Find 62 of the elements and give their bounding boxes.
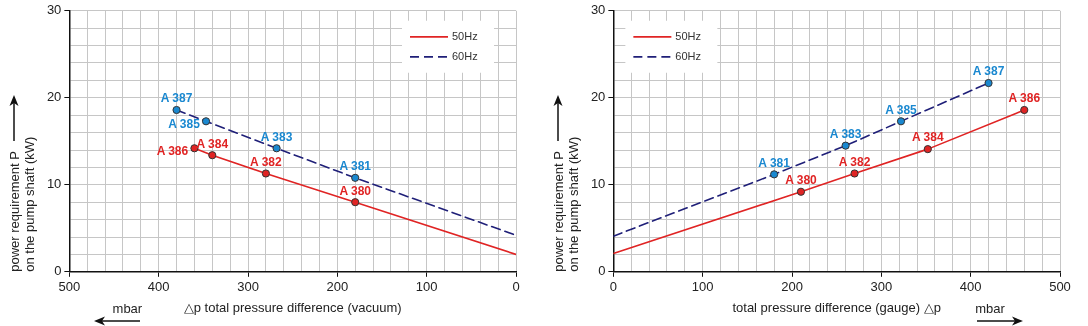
text: mbar [975, 301, 1006, 317]
point [896, 117, 906, 126]
y-axis-title: power requirement P on the pump shaft (kW) [551, 136, 581, 272]
x-tick-label: 400 [959, 279, 982, 295]
point [201, 117, 211, 126]
y-tick-label: 10 [590, 176, 606, 192]
y-tick-label: 20 [590, 89, 606, 105]
x-tick-label: 500 [1049, 279, 1071, 295]
point [190, 144, 199, 153]
y-tick-label: 20 [46, 89, 62, 105]
y-tick-label: 30 [590, 2, 606, 18]
data-label: A 383 [260, 129, 293, 144]
data-label: A 386 [156, 143, 189, 158]
x-tick-label: 400 [147, 279, 170, 295]
point [172, 105, 181, 115]
data-label: A 385 [885, 102, 918, 117]
legend-label: 60Hz [452, 49, 478, 62]
x-tick-label: 200 [326, 279, 349, 295]
point [841, 141, 850, 150]
x-tick-label: 100 [691, 279, 714, 295]
x-axis-title: △p total pressure difference (vacuum) [183, 299, 402, 315]
point [272, 144, 281, 153]
data-label: A 380 [785, 173, 818, 188]
legend-label: 60Hz [675, 49, 702, 62]
y-axis-title: power requirement P on the pump shaft (kW) [7, 136, 37, 272]
data-label: A 387 [160, 91, 193, 106]
point [850, 169, 859, 178]
y-tick-label: 0 [598, 263, 606, 279]
legend-label: 50Hz [452, 29, 478, 42]
point [770, 170, 779, 179]
point [796, 187, 806, 196]
data-label: A 382 [250, 154, 282, 169]
point [261, 169, 270, 178]
x-tick-label: 100 [415, 279, 438, 295]
x-axis-title: total pressure difference (gauge) △p [732, 299, 941, 315]
text: mbar [112, 301, 143, 317]
point [984, 78, 993, 88]
point [1020, 105, 1029, 115]
x-tick-label: 300 [870, 279, 893, 295]
point [351, 173, 360, 182]
data-label: A 382 [838, 154, 871, 169]
x-tick-label: 300 [237, 279, 259, 295]
data-label: A 381 [339, 159, 372, 174]
y-tick-label: 10 [46, 176, 62, 192]
y-tick-label: 0 [54, 263, 62, 279]
x-tick-label: 0 [512, 279, 520, 295]
data-label: A 385 [168, 116, 201, 131]
data-label: A 384 [196, 136, 229, 151]
x-tick-label: 500 [58, 279, 81, 295]
point [351, 198, 360, 207]
data-label: A 386 [1008, 91, 1041, 106]
data-label: A 383 [829, 126, 862, 141]
x-tick-label: 0 [609, 279, 617, 295]
y-tick-label: 30 [46, 2, 62, 18]
data-label: A 381 [758, 155, 791, 170]
legend-label: 50Hz [675, 29, 702, 42]
point [923, 145, 932, 154]
data-label: A 384 [912, 130, 944, 145]
point [208, 151, 217, 160]
data-label: A 387 [972, 64, 1005, 79]
x-tick-label: 200 [781, 279, 803, 295]
data-label: A 380 [339, 183, 372, 198]
